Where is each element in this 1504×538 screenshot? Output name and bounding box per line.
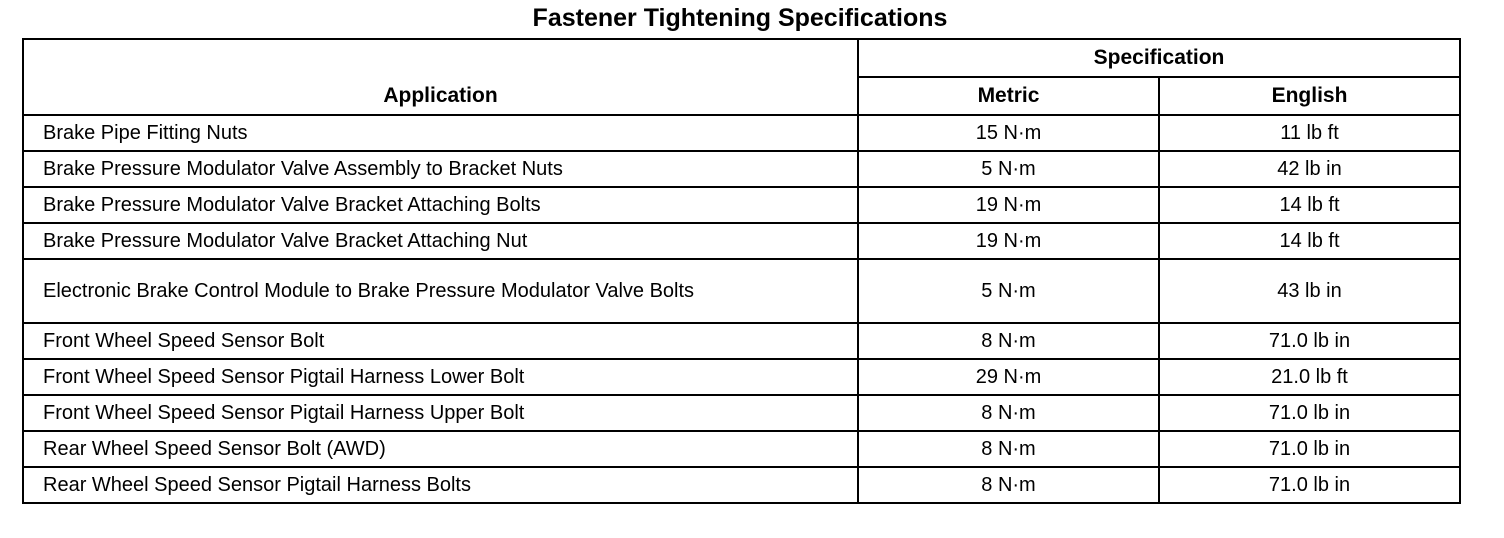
fastener-spec-table: Application Specification Metric English… bbox=[22, 38, 1462, 504]
header-application: Application bbox=[22, 38, 859, 116]
table-row: Rear Wheel Speed Sensor Bolt (AWD) 8 N·m 7… bbox=[22, 430, 1462, 468]
metric-cell: 5 N·m bbox=[857, 258, 1160, 324]
metric-cell: 19 N·m bbox=[857, 186, 1160, 224]
metric-cell: 15 N·m bbox=[857, 114, 1160, 152]
application-cell: Brake Pipe Fitting Nuts bbox=[22, 114, 859, 152]
application-cell: Front Wheel Speed Sensor Bolt bbox=[22, 322, 859, 360]
table-row: Rear Wheel Speed Sensor Pigtail Harness … bbox=[22, 466, 1462, 504]
application-cell: Rear Wheel Speed Sensor Bolt (AWD) bbox=[22, 430, 859, 468]
metric-cell: 8 N·m bbox=[857, 430, 1160, 468]
header-metric: Metric bbox=[857, 76, 1160, 116]
english-cell: 71.0 lb in bbox=[1157, 466, 1462, 504]
application-cell: Brake Pressure Modulator Valve Bracket A… bbox=[22, 186, 859, 224]
english-cell: 14 lb ft bbox=[1157, 186, 1462, 224]
header-english: English bbox=[1157, 76, 1462, 116]
english-cell: 14 lb ft bbox=[1157, 222, 1462, 260]
english-cell: 11 lb ft bbox=[1157, 114, 1462, 152]
application-cell: Brake Pressure Modulator Valve Assembly … bbox=[22, 150, 859, 188]
english-cell: 21.0 lb ft bbox=[1157, 358, 1462, 396]
page-title: Fastener Tightening Specifications bbox=[532, 4, 948, 32]
metric-cell: 29 N·m bbox=[857, 358, 1160, 396]
table-row: Front Wheel Speed Sensor Bolt 8 N·m 71.0 l… bbox=[22, 322, 1462, 360]
english-cell: 71.0 lb in bbox=[1157, 430, 1462, 468]
table-row: Front Wheel Speed Sensor Pigtail Harness… bbox=[22, 394, 1462, 432]
table-row: Brake Pressure Modulator Valve Bracket A… bbox=[22, 186, 1462, 224]
table-row: Front Wheel Speed Sensor Pigtail Harness… bbox=[22, 358, 1462, 396]
header-specification: Specification bbox=[856, 38, 1462, 78]
english-cell: 42 lb in bbox=[1157, 150, 1462, 188]
metric-cell: 5 N·m bbox=[857, 150, 1160, 188]
metric-cell: 19 N·m bbox=[857, 222, 1160, 260]
application-cell: Brake Pressure Modulator Valve Bracket A… bbox=[22, 222, 859, 260]
english-cell: 71.0 lb in bbox=[1157, 322, 1462, 360]
metric-cell: 8 N·m bbox=[857, 322, 1160, 360]
table-row: Electronic Brake Control Module to Brake… bbox=[22, 258, 1462, 324]
metric-cell: 8 N·m bbox=[857, 466, 1160, 504]
table-row: Brake Pipe Fitting Nuts 15 N·m 11 lb ft bbox=[22, 114, 1462, 152]
application-cell: Electronic Brake Control Module to Brake… bbox=[22, 258, 859, 324]
metric-cell: 8 N·m bbox=[857, 394, 1160, 432]
english-cell: 43 lb in bbox=[1157, 258, 1462, 324]
table-row: Brake Pressure Modulator Valve Bracket A… bbox=[22, 222, 1462, 260]
application-cell: Front Wheel Speed Sensor Pigtail Harness… bbox=[22, 394, 859, 432]
application-cell: Front Wheel Speed Sensor Pigtail Harness… bbox=[22, 358, 859, 396]
application-cell: Rear Wheel Speed Sensor Pigtail Harness … bbox=[22, 466, 859, 504]
table-row: Brake Pressure Modulator Valve Assembly … bbox=[22, 150, 1462, 188]
english-cell: 71.0 lb in bbox=[1157, 394, 1462, 432]
